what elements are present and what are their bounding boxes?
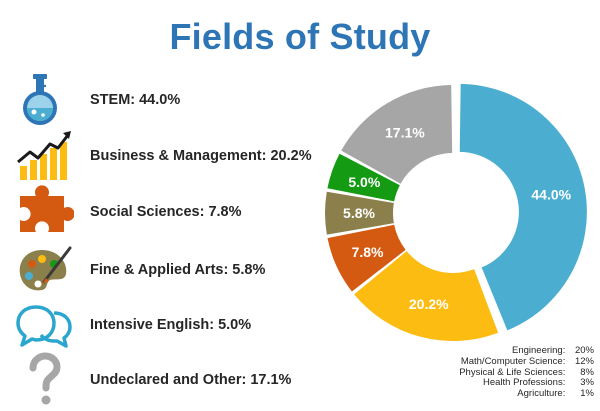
stem-breakdown-label: Physical & Life Sciences: (459, 366, 566, 378)
donut-slice (459, 83, 587, 331)
legend-label-business: Business & Management: 20.2% (90, 148, 312, 164)
stem-breakdown-row: Physical & Life Sciences: 8% (459, 366, 594, 379)
legend-name: STEM: (90, 92, 136, 108)
stem-breakdown-value: 1% (580, 388, 594, 400)
legend-label-english: Intensive English: 5.0% (90, 317, 251, 333)
slice-label: 44.0% (531, 186, 571, 202)
slice-label: 5.8% (343, 205, 375, 221)
legend-item-social: Social Sciences: 7.8% (0, 184, 330, 240)
slice-label: 20.2% (409, 296, 449, 312)
stem-breakdown-label: Math/Computer Science: (460, 355, 566, 367)
speech-bubbles-icon (16, 305, 72, 348)
legend-value: 44.0% (139, 92, 181, 108)
donut-chart: 44.0% 20.2% 7.8% 5.8% 5.0% 17.1% (325, 83, 587, 341)
donut-slice (327, 224, 406, 292)
legend-item-arts: Fine & Applied Arts: 5.8% (0, 242, 330, 298)
legend-label-social: Social Sciences: 7.8% (90, 204, 242, 220)
stem-breakdown-value: 20% (574, 345, 594, 356)
flask-icon (23, 74, 57, 125)
stem-breakdown-label: Health Professions: (482, 377, 566, 389)
stem-breakdown-row: Math/Computer Science: 12% (459, 355, 594, 368)
legend-value: 20.2% (270, 148, 312, 164)
page-title: Fields of Study (169, 16, 431, 57)
legend-item-undeclared: Undeclared and Other: 17.1% (0, 352, 330, 408)
legend-name: Fine & Applied Arts: (90, 262, 229, 278)
donut-slice (354, 251, 499, 341)
stem-breakdown-value: 3% (580, 377, 594, 389)
donut-slice (327, 153, 400, 202)
stem-breakdown-label: Agriculture: (517, 388, 566, 400)
legend-label-undeclared: Undeclared and Other: 17.1% (90, 372, 291, 388)
stem-breakdown-value: 12% (574, 355, 594, 367)
legend-value: 7.8% (208, 204, 242, 220)
slice-label: 5.0% (348, 174, 380, 190)
legend-item-english: Intensive English: 5.0% (0, 297, 330, 353)
legend-value: 5.8% (232, 262, 266, 278)
stem-breakdown-row: Health Professions: 3% (459, 377, 594, 389)
donut-slice (325, 191, 394, 235)
stem-breakdown-row: Engineering: 20% (459, 345, 594, 357)
rising-bar-chart-icon (17, 131, 71, 180)
legend-name: Business & Management: (90, 148, 267, 164)
paint-palette-icon (19, 246, 72, 291)
legend-label-stem: STEM: 44.0% (90, 92, 180, 108)
legend-name: Intensive English: (90, 317, 215, 333)
legend-name: Social Sciences: (90, 204, 205, 220)
legend-label-arts: Fine & Applied Arts: 5.8% (90, 262, 265, 278)
slice-label: 17.1% (385, 124, 425, 140)
legend-name: Undeclared and Other: (90, 372, 247, 388)
stem-breakdown-row: Agriculture: 1% (459, 388, 594, 400)
legend-value: 17.1% (250, 372, 292, 388)
legend-item-stem: STEM: 44.0% (0, 72, 330, 128)
legend-item-business: Business & Management: 20.2% (0, 128, 330, 184)
stem-breakdown: Engineering: 20% Math/Computer Science: … (459, 345, 594, 400)
donut-slice (341, 85, 453, 184)
stem-breakdown-value: 8% (580, 366, 594, 378)
puzzle-piece-icon (20, 185, 74, 232)
question-mark-icon (29, 352, 61, 405)
slice-label: 7.8% (352, 244, 384, 260)
legend-value: 5.0% (218, 317, 252, 333)
stem-breakdown-label: Engineering: (512, 345, 566, 356)
